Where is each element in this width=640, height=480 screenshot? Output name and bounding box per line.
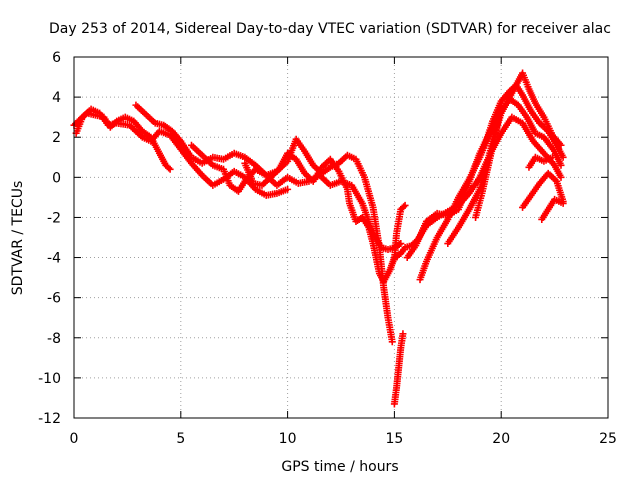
y-tick-label: -6: [47, 291, 61, 307]
y-tick-label: -8: [47, 331, 61, 347]
series-arc-7: [390, 201, 409, 264]
data-point: [388, 338, 396, 346]
data-point: [284, 185, 292, 193]
y-tick-label: -12: [38, 411, 61, 427]
x-tick-label: 0: [70, 431, 79, 447]
chart-title: Day 253 of 2014, Sidereal Day-to-day VTE…: [49, 21, 611, 37]
series-arc-14: [538, 195, 567, 223]
data-point: [401, 201, 409, 209]
plot-frame: [73, 56, 609, 419]
y-tick-label: 4: [52, 90, 61, 106]
y-axis-title: SDTVAR / TECUs: [10, 181, 26, 296]
y-tick-label: -2: [47, 210, 61, 226]
data-point: [497, 101, 505, 109]
data-point: [166, 165, 174, 173]
y-tick-label: -10: [38, 371, 61, 387]
series-arc-6: [390, 330, 407, 408]
data-point: [559, 199, 567, 207]
data-point: [400, 203, 408, 211]
series-arc-11: [472, 101, 505, 221]
series-arc-2: [72, 105, 292, 199]
data-points: [70, 69, 567, 408]
y-tick-label: 2: [52, 130, 61, 146]
y-tick-label: 0: [52, 170, 61, 186]
data-point: [548, 153, 556, 161]
x-tick-label: 20: [492, 431, 510, 447]
data-point: [557, 161, 565, 169]
y-tick-label: -4: [47, 251, 61, 267]
axis-ticks: 0 5 10 15 20 25 -12 -10 -8 -6 -4 -2 0 2 4 6: [38, 50, 617, 447]
series-arc-12: [519, 169, 567, 211]
x-tick-label: 5: [176, 431, 185, 447]
grid-lines: [74, 57, 608, 418]
x-tick-label: 10: [279, 431, 297, 447]
data-point: [559, 153, 567, 161]
data-point: [557, 173, 565, 181]
data-point: [557, 141, 565, 149]
x-tick-label: 15: [385, 431, 403, 447]
x-tick-label: 25: [599, 431, 617, 447]
data-point: [399, 330, 407, 338]
series-arc-13: [525, 153, 556, 171]
y-tick-label: 6: [52, 50, 61, 66]
x-axis-title: GPS time / hours: [281, 459, 398, 475]
data-point: [165, 164, 173, 172]
